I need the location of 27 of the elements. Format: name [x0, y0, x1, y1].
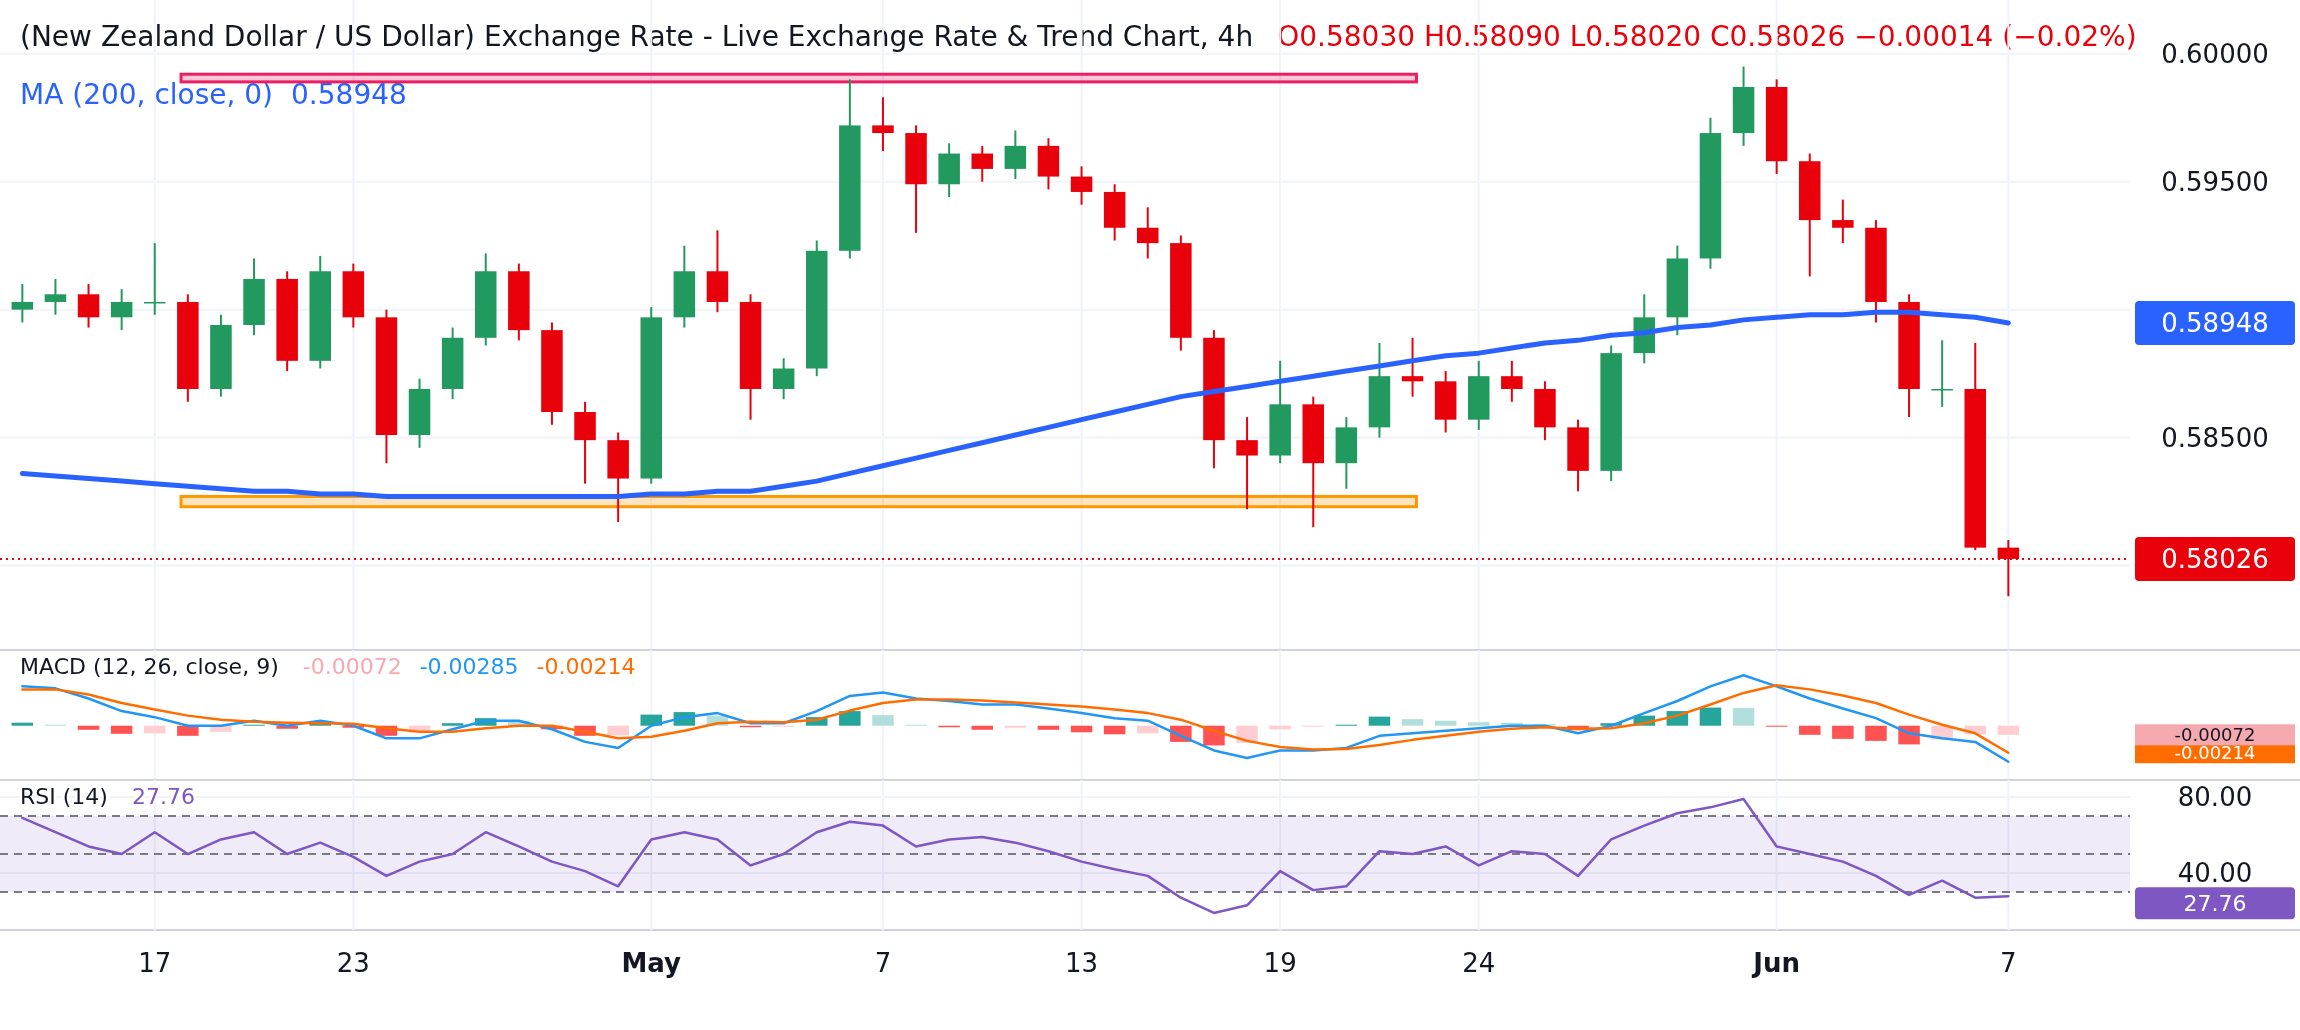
- annotation: 0.58948: [291, 78, 407, 111]
- series-label: -0.00285: [419, 654, 519, 679]
- y-tick-label: 80.00: [2177, 782, 2253, 813]
- y-tick-label: 0.58500: [2161, 422, 2269, 453]
- ref-line-label: 0.58026: [2161, 544, 2269, 575]
- x-tick-label: 7: [874, 948, 892, 978]
- text: O0.58030 H0.58090 L0.58020 C0.58026 −0.00014 (−0.02%): [1277, 20, 2137, 53]
- y-tick-label: 40.00: [2177, 858, 2253, 889]
- text: MA (200, close, 0): [20, 78, 274, 111]
- text: 27.76: [2183, 891, 2247, 917]
- annotation: 27.76: [131, 784, 195, 809]
- x-tick-label: 13: [1065, 948, 1099, 978]
- text: 0.58948: [2161, 308, 2269, 339]
- x-tick-label: 24: [1462, 948, 1496, 978]
- text: (New Zealand Dollar / US Dollar) Exchange Rate - Live Exchange Rate & Trend Chart, 4h: [20, 20, 1254, 53]
- chart-title: MACD (12, 26, close, 9): [20, 654, 279, 679]
- y-tick-label: 0.59500: [2161, 166, 2269, 197]
- x-tick-label: May: [621, 948, 682, 978]
- x-tick-label: Jun: [1751, 948, 1801, 978]
- text: -0.00214: [536, 654, 636, 679]
- x-tick-label: 17: [138, 948, 172, 978]
- x-tick-label: 23: [336, 948, 370, 978]
- x-tick-label: 7: [2000, 948, 2017, 978]
- text: -0.00072: [302, 654, 402, 679]
- y-tick-label: 0.60000: [2161, 38, 2269, 69]
- x-tick-label: 19: [1263, 948, 1297, 978]
- chart-title: RSI (14): [20, 784, 108, 809]
